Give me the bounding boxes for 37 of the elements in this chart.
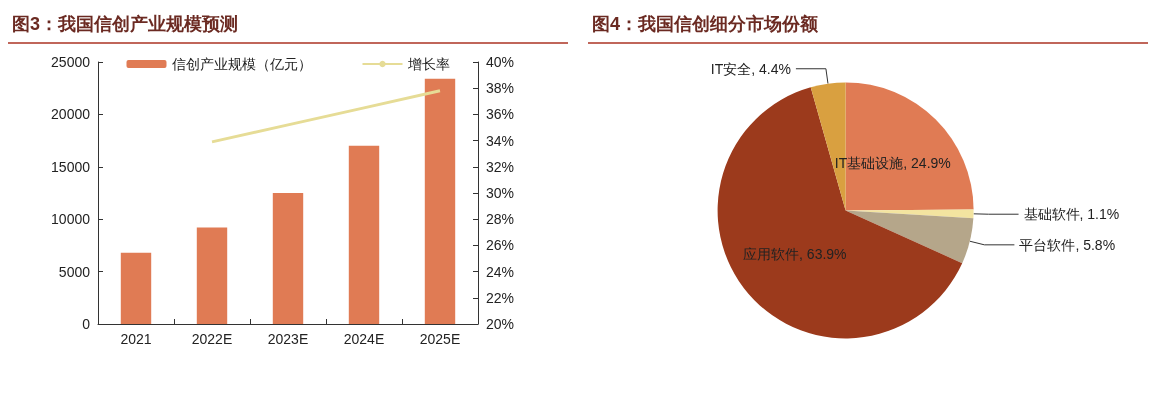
y2-tick-label: 28% bbox=[486, 211, 515, 228]
x-tick-label: 2023E bbox=[267, 331, 309, 347]
y2-tick-label: 34% bbox=[486, 132, 515, 149]
y2-tick-label: 36% bbox=[486, 106, 515, 123]
bar bbox=[424, 78, 456, 324]
y2-tick-label: 32% bbox=[486, 158, 515, 175]
bar bbox=[120, 252, 152, 324]
y-tick-label: 5000 bbox=[58, 263, 91, 280]
y-tick-label: 10000 bbox=[51, 211, 91, 228]
x-tick-label: 2024E bbox=[343, 331, 385, 347]
y-tick-label: 25000 bbox=[51, 54, 91, 70]
legend-label: 信创产业规模（亿元） bbox=[171, 56, 312, 72]
y2-tick-label: 26% bbox=[486, 237, 515, 254]
legend-label: 增长率 bbox=[406, 56, 450, 72]
y2-tick-label: 20% bbox=[486, 316, 515, 332]
slice-label: IT基础设施, 24.9% bbox=[834, 154, 951, 171]
y2-tick-label: 22% bbox=[486, 289, 515, 306]
bar bbox=[272, 193, 304, 324]
x-tick-label: 2021 bbox=[120, 331, 152, 347]
slice-label: 应用软件, 63.9% bbox=[743, 246, 847, 263]
y2-tick-label: 30% bbox=[486, 185, 515, 201]
bar bbox=[196, 227, 228, 324]
y-tick-label: 15000 bbox=[51, 158, 91, 175]
y2-tick-label: 40% bbox=[486, 54, 515, 70]
slice-label: 平台软件, 5.8% bbox=[1019, 236, 1116, 253]
chart-title: 图3：我国信创产业规模预测 bbox=[8, 8, 568, 44]
slice-label: 基础软件, 1.1% bbox=[1023, 206, 1120, 223]
y2-tick-label: 24% bbox=[486, 263, 515, 280]
line-series bbox=[210, 89, 442, 144]
x-tick-label: 2022E bbox=[191, 331, 233, 347]
y2-tick-label: 38% bbox=[486, 80, 515, 97]
chart-title: 图4：我国信创细分市场份额 bbox=[588, 8, 1148, 44]
slice-label: IT安全, 4.4% bbox=[710, 60, 791, 77]
y-tick-label: 0 bbox=[82, 316, 91, 332]
y-tick-label: 20000 bbox=[51, 106, 91, 123]
bar bbox=[348, 145, 380, 324]
x-tick-label: 2025E bbox=[419, 331, 461, 347]
